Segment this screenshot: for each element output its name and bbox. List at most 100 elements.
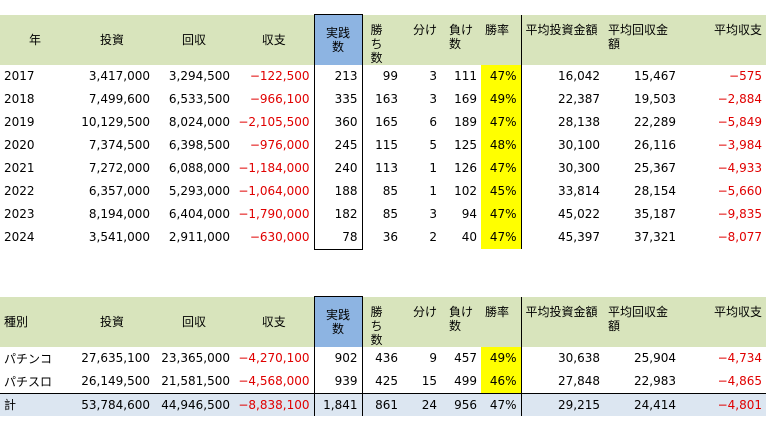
avg-recover-cell: 25,904: [634, 351, 676, 365]
header-losses: 負け数: [441, 14, 481, 65]
table-row: パチスロ 26,149,500 21,581,500 −4,568,000 939 425…: [0, 369, 766, 393]
row-label: 2019: [4, 115, 35, 129]
type-body: パチンコ 27,635,100 23,365,000 −4,270,100 902 436…: [0, 346, 766, 416]
draws-cell: 3: [429, 207, 437, 221]
table-row: 2021 7,272,000 6,088,000 −1,184,000 240 113 1 1…: [0, 156, 766, 180]
header-invest: 投資: [70, 296, 154, 347]
yearly-body: 2017 3,417,000 3,294,500 −122,500 213 99 3 111 4…: [0, 64, 766, 250]
draws-cell: 1: [429, 184, 437, 198]
avg-balance-cell: −4,933: [717, 161, 762, 175]
row-label: 2022: [4, 184, 35, 198]
winrate-cell: 47%: [481, 225, 522, 249]
played-cell: 213: [313, 64, 363, 88]
invest-cell: 8,194,000: [88, 207, 150, 221]
wins-cell: 115: [375, 138, 398, 152]
header-avg-recover: 平均回収金額: [604, 296, 680, 347]
header-played: 実践数: [313, 296, 363, 347]
row-label: 2021: [4, 161, 35, 175]
wins-cell: 436: [375, 351, 398, 365]
invest-cell: 3,417,000: [88, 69, 150, 83]
winrate-cell: 47%: [481, 110, 522, 134]
played-cell: 939: [313, 369, 363, 393]
draws-cell: 24: [402, 392, 441, 416]
losses-cell: 169: [454, 92, 477, 106]
recover-cell: 6,398,500: [168, 138, 230, 152]
played-cell: 182: [313, 202, 363, 226]
header-balance: 収支: [234, 296, 314, 347]
avg-balance-cell: −5,660: [717, 184, 762, 198]
balance-cell: −1,064,000: [238, 184, 310, 198]
header-played: 実践数: [313, 14, 363, 65]
winrate-cell: 46%: [481, 369, 522, 393]
table-row: 2022 6,357,000 5,293,000 −1,064,000 188 85 1 10…: [0, 179, 766, 203]
losses-cell: 40: [461, 230, 477, 245]
wins-cell: 113: [375, 161, 398, 175]
winrate-cell: 47%: [481, 392, 522, 416]
losses-cell: 111: [454, 69, 477, 83]
header-balance: 収支: [234, 14, 314, 65]
header-winrate: 勝率: [481, 14, 522, 65]
avg-balance-cell: −8,077: [717, 230, 762, 245]
recover-cell: 3,294,500: [168, 69, 230, 83]
invest-cell: 53,784,600: [70, 392, 154, 416]
row-label: パチスロ: [4, 374, 53, 389]
avg-invest-cell: 30,638: [558, 351, 600, 365]
played-cell: 360: [313, 110, 363, 134]
row-label: 2018: [4, 92, 35, 106]
table-row: 2019 10,129,500 8,024,000 −2,105,500 360 165 6…: [0, 110, 766, 134]
draws-cell: 9: [429, 351, 437, 365]
invest-cell: 7,272,000: [88, 161, 150, 175]
played-cell: 188: [313, 179, 363, 203]
recover-cell: 6,533,500: [168, 92, 230, 106]
losses-cell: 126: [454, 161, 477, 175]
table-row: 2017 3,417,000 3,294,500 −122,500 213 99 3 111 4…: [0, 64, 766, 88]
header-recover: 回収: [154, 296, 234, 347]
header-avg-recover: 平均回収金額: [604, 14, 680, 65]
header-avg-invest: 平均投資金額: [521, 14, 604, 65]
type-header-row: 種別 投資 回収 収支 実践数 勝ち数 分け 負け数 勝率 平均投資金額 平均回…: [0, 296, 766, 347]
played-cell: 245: [313, 133, 363, 157]
balance-cell: −630,000: [249, 230, 310, 245]
losses-cell: 125: [454, 138, 477, 152]
invest-cell: 3,541,000: [88, 230, 150, 245]
draws-cell: 3: [429, 92, 437, 106]
total-row: 計 53,784,600 44,946,500 −8,838,100 1,841 861 2…: [0, 392, 766, 416]
avg-balance-cell: −2,884: [717, 92, 762, 106]
draws-cell: 15: [421, 374, 437, 388]
header-type: 種別: [0, 296, 70, 347]
avg-recover-cell: 15,467: [634, 69, 676, 83]
winrate-cell: 47%: [481, 156, 522, 180]
played-cell: 78: [313, 225, 363, 250]
invest-cell: 10,129,500: [81, 115, 150, 129]
row-label: 2023: [4, 207, 35, 221]
winrate-cell: 47%: [481, 202, 522, 226]
avg-invest-cell: 28,138: [558, 115, 600, 129]
wins-cell: 99: [382, 69, 398, 83]
avg-balance-cell: −9,835: [717, 207, 762, 221]
invest-cell: 26,149,500: [81, 374, 150, 388]
avg-recover-cell: 22,289: [634, 115, 676, 129]
balance-cell: −1,790,000: [238, 207, 310, 221]
recover-cell: 23,365,000: [161, 351, 230, 365]
wins-cell: 85: [382, 184, 398, 198]
row-label: 計: [0, 392, 70, 416]
balance-cell: −4,568,000: [238, 374, 310, 388]
table-row: パチンコ 27,635,100 23,365,000 −4,270,100 902 436…: [0, 346, 766, 370]
played-cell: 240: [313, 156, 363, 180]
invest-cell: 27,635,100: [81, 351, 150, 365]
avg-invest-cell: 30,300: [558, 161, 600, 175]
played-cell: 902: [313, 346, 363, 370]
header-recover: 回収: [154, 14, 234, 65]
header-draws: 分け: [402, 14, 441, 65]
draws-cell: 5: [429, 138, 437, 152]
avg-invest-cell: 16,042: [558, 69, 600, 83]
draws-cell: 2: [429, 230, 437, 245]
avg-balance-cell: −5,849: [717, 115, 762, 129]
avg-invest-cell: 33,814: [558, 184, 600, 198]
avg-invest-cell: 22,387: [558, 92, 600, 106]
draws-cell: 1: [429, 161, 437, 175]
avg-invest-cell: 45,022: [558, 207, 600, 221]
balance-cell: −8,838,100: [234, 392, 314, 416]
avg-recover-cell: 22,983: [634, 374, 676, 388]
avg-balance-cell: −3,984: [717, 138, 762, 152]
